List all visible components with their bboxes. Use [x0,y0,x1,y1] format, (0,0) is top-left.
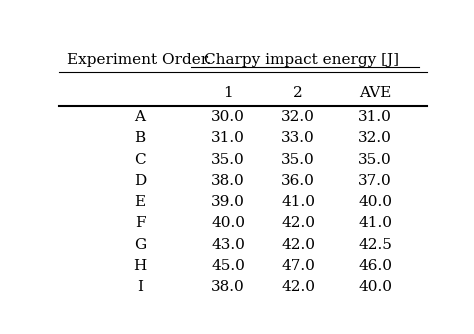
Text: 33.0: 33.0 [281,132,315,145]
Text: 31.0: 31.0 [358,110,392,124]
Text: D: D [134,174,146,188]
Text: H: H [134,259,146,273]
Text: B: B [135,132,146,145]
Text: 41.0: 41.0 [358,216,392,230]
Text: 32.0: 32.0 [358,132,392,145]
Text: 38.0: 38.0 [211,280,245,294]
Text: G: G [134,237,146,252]
Text: E: E [135,195,146,209]
Text: 41.0: 41.0 [281,195,315,209]
Text: Charpy impact energy [J]: Charpy impact energy [J] [204,53,399,67]
Text: F: F [135,216,146,230]
Text: 35.0: 35.0 [211,153,245,167]
Text: 32.0: 32.0 [281,110,315,124]
Text: 36.0: 36.0 [281,174,315,188]
Text: 46.0: 46.0 [358,259,392,273]
Text: 47.0: 47.0 [281,259,315,273]
Text: 35.0: 35.0 [281,153,315,167]
Text: AVE: AVE [359,87,392,101]
Text: 40.0: 40.0 [211,216,245,230]
Text: 42.5: 42.5 [358,237,392,252]
Text: 35.0: 35.0 [358,153,392,167]
Text: C: C [134,153,146,167]
Text: 42.0: 42.0 [281,280,315,294]
Text: 43.0: 43.0 [211,237,245,252]
Text: Experiment Order.: Experiment Order. [66,53,211,67]
Text: 2: 2 [293,87,303,101]
Text: 37.0: 37.0 [358,174,392,188]
Text: 1: 1 [223,87,233,101]
Text: I: I [137,280,143,294]
Text: 31.0: 31.0 [211,132,245,145]
Text: 40.0: 40.0 [358,280,392,294]
Text: 40.0: 40.0 [358,195,392,209]
Text: 38.0: 38.0 [211,174,245,188]
Text: 45.0: 45.0 [211,259,245,273]
Text: 39.0: 39.0 [211,195,245,209]
Text: A: A [135,110,146,124]
Text: 42.0: 42.0 [281,216,315,230]
Text: 30.0: 30.0 [211,110,245,124]
Text: 42.0: 42.0 [281,237,315,252]
